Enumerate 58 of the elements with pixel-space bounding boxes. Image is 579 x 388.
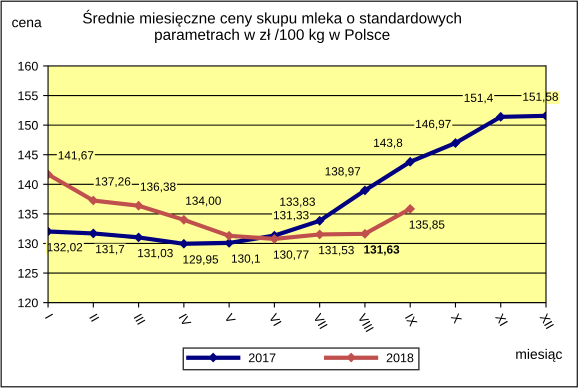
y-tick-label: 160 (18, 62, 38, 71)
data-label: 129,95 (183, 255, 218, 265)
point (360, 229, 370, 238)
point (270, 234, 280, 244)
x-tick-label: V (224, 312, 236, 324)
x-tick-label: VI (268, 312, 282, 326)
data-label: 131,7 (96, 244, 124, 255)
data-label: 131,33 (274, 210, 309, 221)
y-tick-label: 130 (18, 239, 38, 248)
data-label: 132,02 (48, 242, 82, 253)
x-tick-label: XI (495, 312, 508, 326)
y-tick-label: 135 (18, 210, 38, 219)
data-label: 131,03 (138, 248, 173, 259)
data-label: 137,26 (96, 177, 130, 188)
point (88, 228, 98, 238)
point (315, 230, 324, 240)
x-tick-label: VIII (357, 312, 374, 332)
data-label: 131,63 (364, 245, 400, 256)
point (360, 186, 370, 196)
data-label: 131,53 (319, 246, 354, 256)
point (134, 232, 144, 242)
point (179, 215, 188, 224)
x-tick-label: IV (178, 314, 192, 328)
y-tick-label: 120 (18, 298, 38, 308)
y-axis-title: cena (12, 20, 42, 28)
x-tick-label: X (450, 312, 462, 324)
y-tick-label: 150 (18, 120, 38, 130)
point (406, 157, 415, 166)
point (134, 201, 144, 210)
data-label: 130,1 (232, 254, 260, 264)
data-label: 136,38 (140, 182, 176, 192)
data-label: 133,83 (280, 198, 315, 208)
y-tick-label: 125 (18, 268, 38, 278)
legend-label: 2018 (386, 353, 414, 362)
x-axis-title: miesiąc (516, 348, 562, 362)
x-tick-label: XII (540, 312, 554, 330)
y-tick-label: 145 (18, 150, 38, 160)
point (315, 216, 324, 226)
y-tick-label: 155 (18, 91, 38, 100)
data-label: 143,8 (374, 138, 402, 148)
data-label: 135,85 (410, 220, 444, 230)
data-label: 134,00 (186, 196, 221, 206)
data-label: 130,77 (274, 250, 309, 260)
x-tick-label: I (44, 314, 53, 319)
data-label: 146,97 (416, 120, 451, 130)
y-tick-label: 140 (18, 180, 38, 189)
data-label: 141,67 (58, 151, 94, 161)
point (406, 204, 415, 214)
data-label: 151,4 (464, 94, 493, 104)
x-tick-label: VII (313, 312, 328, 330)
x-tick-label: IX (405, 314, 418, 327)
data-label: 138,97 (326, 167, 360, 177)
x-tick-label: III (134, 314, 146, 325)
x-tick-label: II (89, 314, 100, 322)
point (88, 196, 98, 206)
point (450, 138, 460, 148)
legend-label: 2017 (248, 353, 276, 362)
chart-title: Średnie miesięczne ceny skupu mleka o standardowych parametrach w zł /100 kg w Polsce (83, 10, 461, 44)
